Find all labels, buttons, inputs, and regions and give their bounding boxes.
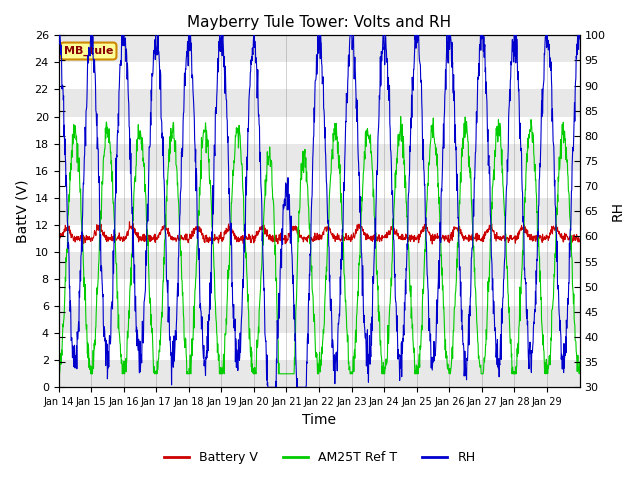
Bar xyxy=(58,360,580,387)
Bar xyxy=(58,89,580,117)
Bar xyxy=(58,252,580,279)
Legend: Battery V, AM25T Ref T, RH: Battery V, AM25T Ref T, RH xyxy=(159,446,481,469)
Text: MB_tule: MB_tule xyxy=(64,46,113,56)
X-axis label: Time: Time xyxy=(302,413,336,427)
Bar xyxy=(58,36,580,62)
Bar xyxy=(58,198,580,225)
Y-axis label: BattV (V): BattV (V) xyxy=(15,180,29,243)
Y-axis label: RH: RH xyxy=(611,201,625,221)
Bar xyxy=(58,306,580,333)
Title: Mayberry Tule Tower: Volts and RH: Mayberry Tule Tower: Volts and RH xyxy=(187,15,451,30)
Bar xyxy=(58,144,580,171)
